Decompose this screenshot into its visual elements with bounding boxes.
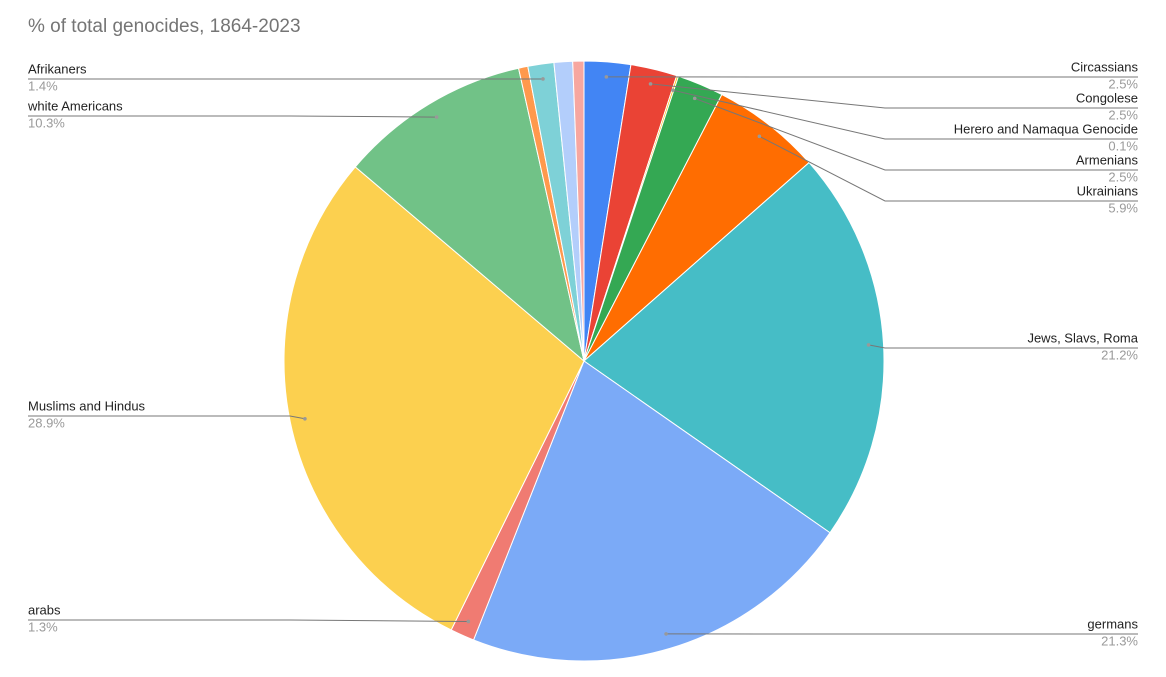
leader-line [28, 619, 469, 622]
slice-label: germans [1087, 616, 1138, 631]
leader-dot [466, 619, 471, 624]
pie-slice [472, 360, 831, 662]
slice-label: Armenians [1076, 152, 1139, 167]
leader-dot [692, 96, 697, 101]
slice-value-label: 10.3% [28, 115, 65, 130]
leader-line [759, 135, 1138, 202]
slice-value-label: 2.5% [1108, 76, 1138, 91]
leader-dot [541, 77, 545, 81]
slice-value-label: 0.1% [1108, 138, 1138, 153]
leader-dot [866, 343, 871, 347]
leader-line [28, 415, 306, 420]
slice-value-label: 2.5% [1108, 169, 1138, 184]
slice-label: Afrikaners [28, 61, 87, 76]
slice-value-label: 1.3% [28, 619, 58, 634]
leader-dot [757, 134, 762, 139]
leader-dot [604, 75, 609, 79]
slice-label: Jews, Slavs, Roma [1027, 330, 1138, 345]
slice-label: Ukrainians [1077, 183, 1139, 198]
chart-title: % of total genocides, 1864-2023 [28, 16, 301, 37]
slice-label: white Americans [27, 98, 123, 113]
slice-label: Circassians [1071, 59, 1139, 74]
leader-line [28, 115, 437, 118]
slice-value-label: 2.5% [1108, 107, 1138, 122]
slice-label: Herero and Namaqua Genocide [954, 121, 1138, 136]
leader-line [868, 344, 1138, 349]
pie-slice [583, 161, 885, 534]
leader-dot [303, 416, 307, 421]
slice-label: Congolese [1076, 90, 1138, 105]
pie-slice [283, 166, 585, 631]
slice-value-label: 21.3% [1101, 633, 1138, 648]
leader-dot [664, 632, 668, 636]
slice-value-label: 1.4% [28, 78, 58, 93]
leader-dot [671, 88, 675, 93]
leader-dot [434, 115, 439, 119]
slice-label: Muslims and Hindus [28, 398, 146, 413]
slice-value-label: 5.9% [1108, 200, 1138, 215]
slice-value-label: 21.2% [1101, 347, 1138, 362]
leader-line [694, 97, 1138, 171]
pie-slice [354, 67, 585, 363]
slice-label: arabs [28, 602, 61, 617]
leader-dot [648, 82, 653, 86]
leader-line [672, 89, 1138, 140]
leader-line [650, 83, 1138, 109]
slice-value-label: 28.9% [28, 415, 65, 430]
pie-slice [572, 60, 585, 362]
